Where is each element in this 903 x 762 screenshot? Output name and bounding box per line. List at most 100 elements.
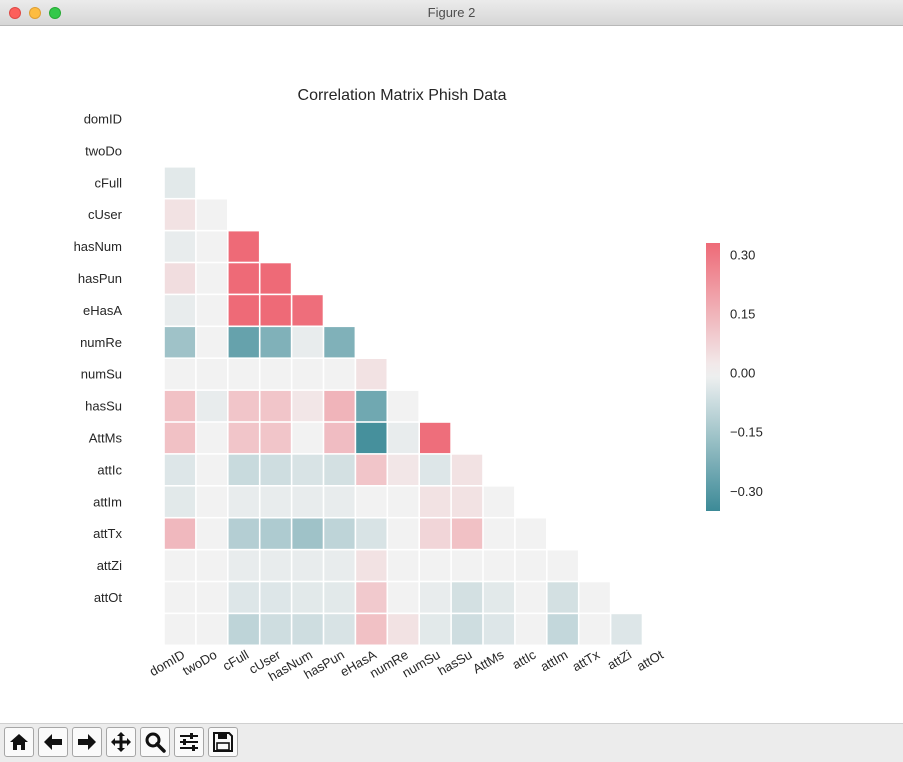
heatmap-cell bbox=[451, 454, 483, 485]
heatmap-cell bbox=[324, 359, 355, 390]
heatmap-cell bbox=[164, 199, 196, 230]
minimize-window-button[interactable] bbox=[29, 7, 41, 19]
heatmap-cell bbox=[547, 582, 578, 613]
heatmap-cell bbox=[420, 454, 451, 485]
heatmap-cell bbox=[483, 550, 515, 581]
column-label: cFull bbox=[220, 647, 251, 674]
heatmap-cell bbox=[260, 390, 291, 422]
heatmap-cell bbox=[515, 518, 546, 549]
heatmap-cell bbox=[228, 295, 259, 326]
heatmap-cell bbox=[579, 614, 610, 645]
heatmap-cell bbox=[579, 582, 610, 613]
heatmap-cell bbox=[388, 422, 419, 454]
configure-button[interactable] bbox=[174, 727, 204, 757]
colorbar-tick-label: −0.15 bbox=[730, 425, 763, 440]
heatmap-cell bbox=[388, 614, 419, 645]
column-label: attIm bbox=[538, 647, 571, 674]
heatmap-cell bbox=[547, 614, 578, 645]
heatmap-cell bbox=[164, 550, 196, 581]
heatmap-cell bbox=[420, 518, 451, 549]
figure-canvas[interactable]: Correlation Matrix Phish Data domID twoDo c… bbox=[0, 26, 903, 723]
heatmap-cell bbox=[260, 614, 291, 645]
heatmap-cell bbox=[196, 454, 227, 485]
heatmap-cell bbox=[164, 614, 196, 645]
back-button[interactable] bbox=[38, 727, 68, 757]
heatmap-cell bbox=[196, 550, 227, 581]
column-label: domID bbox=[147, 647, 188, 679]
pan-button[interactable] bbox=[106, 727, 136, 757]
arrow-right-icon bbox=[78, 734, 96, 750]
column-label: AttMs bbox=[470, 647, 507, 677]
heatmap-cell bbox=[196, 422, 227, 454]
heatmap-cell bbox=[388, 486, 419, 517]
heatmap-cell bbox=[324, 518, 355, 549]
zoom-button[interactable] bbox=[140, 727, 170, 757]
move-icon bbox=[111, 732, 131, 752]
heatmap-cell bbox=[196, 614, 227, 645]
heatmap-cell bbox=[420, 486, 451, 517]
window-titlebar: Figure 2 bbox=[0, 0, 903, 26]
heatmap-cell bbox=[292, 454, 323, 485]
heatmap-cell bbox=[356, 582, 387, 613]
heatmap-cell bbox=[324, 422, 355, 454]
heatmap-cell bbox=[292, 486, 323, 517]
heatmap-cell bbox=[356, 486, 387, 517]
heatmap-cell bbox=[164, 327, 196, 358]
heatmap-cell bbox=[164, 422, 196, 454]
magnifier-icon bbox=[145, 732, 166, 753]
row-label: hasNum bbox=[74, 239, 122, 254]
heatmap-cell bbox=[164, 359, 196, 390]
heatmap-cell bbox=[196, 327, 227, 358]
zoom-window-button[interactable] bbox=[49, 7, 61, 19]
heatmap-cell bbox=[292, 422, 323, 454]
heatmap-cell bbox=[196, 295, 227, 326]
heatmap-cell bbox=[356, 422, 387, 454]
colorbar bbox=[706, 243, 720, 511]
floppy-icon bbox=[213, 732, 233, 752]
heatmap-cell bbox=[515, 550, 546, 581]
heatmap-cell bbox=[164, 486, 196, 517]
heatmap-cell bbox=[420, 582, 451, 613]
row-label: hasSu bbox=[85, 399, 122, 414]
heatmap-cell bbox=[164, 390, 196, 422]
heatmap-cell bbox=[164, 231, 196, 262]
heatmap-cell bbox=[196, 359, 227, 390]
heatmap-cell bbox=[164, 295, 196, 326]
heatmap-cell bbox=[420, 422, 451, 454]
heatmap-cell bbox=[196, 518, 227, 549]
column-label: hasSu bbox=[435, 647, 474, 678]
row-label: hasPun bbox=[78, 271, 122, 286]
column-label: attOt bbox=[634, 647, 666, 674]
column-label: attIc bbox=[510, 647, 539, 673]
window-title: Figure 2 bbox=[427, 5, 476, 20]
heatmap-cell bbox=[292, 550, 323, 581]
heatmap-cell bbox=[483, 582, 515, 613]
heatmap-cell bbox=[388, 582, 419, 613]
row-label: attOt bbox=[94, 590, 123, 605]
column-label: twoDo bbox=[180, 647, 219, 678]
heatmap-cell bbox=[451, 582, 483, 613]
chart-title: Correlation Matrix Phish Data bbox=[298, 87, 507, 104]
heatmap-cell bbox=[292, 295, 323, 326]
heatmap-cell bbox=[228, 327, 259, 358]
row-label: numRe bbox=[80, 335, 122, 350]
heatmap-cell bbox=[164, 454, 196, 485]
close-window-button[interactable] bbox=[9, 7, 21, 19]
heatmap-cell bbox=[196, 582, 227, 613]
heatmap-cell bbox=[292, 582, 323, 613]
heatmap-cell bbox=[292, 518, 323, 549]
heatmap-cell bbox=[228, 582, 259, 613]
forward-button[interactable] bbox=[72, 727, 102, 757]
sliders-icon bbox=[180, 733, 198, 751]
colorbar-tick-label: 0.30 bbox=[730, 247, 755, 262]
heatmap-cell bbox=[324, 614, 355, 645]
colorbar-tick-label: 0.00 bbox=[730, 366, 755, 381]
heatmap-cell bbox=[420, 614, 451, 645]
heatmap-cell bbox=[196, 199, 227, 230]
home-button[interactable] bbox=[4, 727, 34, 757]
correlation-heatmap: Correlation Matrix Phish Data domIDtwoDoc… bbox=[74, 87, 763, 684]
heatmap-cell bbox=[260, 359, 291, 390]
save-button[interactable] bbox=[208, 727, 238, 757]
heatmap-cell bbox=[260, 550, 291, 581]
heatmap-cell bbox=[356, 454, 387, 485]
